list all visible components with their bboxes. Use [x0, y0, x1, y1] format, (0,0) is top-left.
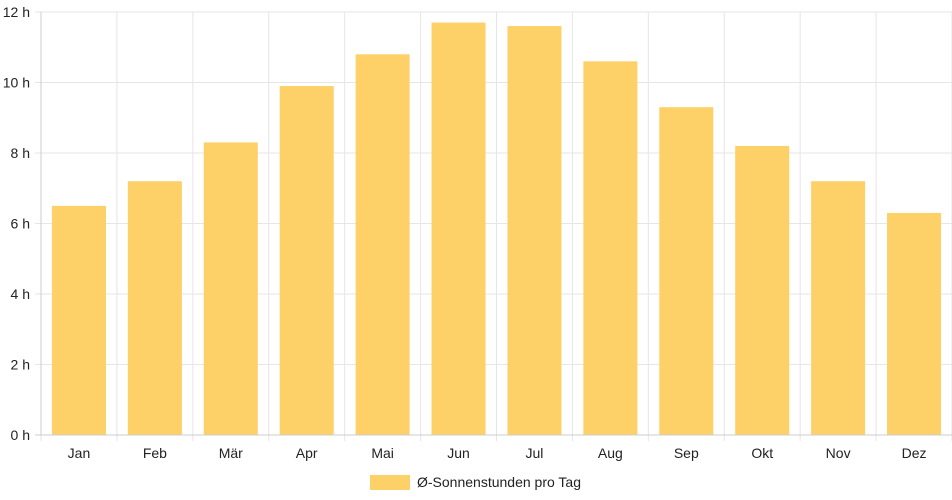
x-tick-label: Jun — [447, 445, 470, 461]
x-tick-label: Jul — [526, 445, 544, 461]
grid-lines — [35, 11, 952, 441]
bar-apr[interactable] — [279, 86, 334, 436]
x-tick-label: Jan — [68, 445, 91, 461]
bar-jul[interactable] — [507, 26, 562, 435]
x-tick-label: Aug — [598, 445, 623, 461]
legend-label[interactable]: Ø-Sonnenstunden pro Tag — [417, 474, 581, 490]
y-axis-tick-labels: 0 h 2 h 4 h 6 h 8 h 10 h 12 h — [3, 4, 30, 443]
y-tick-label: 0 h — [11, 427, 30, 443]
bar-mär[interactable] — [203, 142, 258, 436]
bar-sep[interactable] — [659, 107, 714, 436]
bar-jan[interactable] — [51, 205, 106, 435]
y-tick-label: 4 h — [11, 286, 30, 302]
bar-aug[interactable] — [583, 61, 638, 435]
x-tick-label: Mai — [371, 445, 394, 461]
x-tick-label: Feb — [143, 445, 167, 461]
y-tick-label: 10 h — [3, 75, 30, 91]
axes — [35, 12, 952, 436]
bars — [51, 22, 942, 436]
x-tick-label: Mär — [219, 445, 243, 461]
bar-nov[interactable] — [811, 181, 866, 435]
legend[interactable]: Ø-Sonnenstunden pro Tag — [370, 474, 581, 490]
y-tick-label: 6 h — [11, 216, 30, 232]
legend-swatch[interactable] — [370, 475, 410, 490]
bar-mai[interactable] — [355, 54, 410, 436]
bar-jun[interactable] — [431, 22, 486, 435]
bar-feb[interactable] — [127, 181, 182, 435]
y-tick-label: 2 h — [11, 357, 30, 373]
x-tick-label: Sep — [674, 445, 699, 461]
x-tick-label: Okt — [751, 445, 773, 461]
x-tick-label: Dez — [902, 445, 927, 461]
x-tick-label: Apr — [296, 445, 318, 461]
x-axis-tick-labels: Jan Feb Mär Apr Mai Jun Jul Aug Sep Okt Nov Dez — [68, 445, 927, 461]
bar-dez[interactable] — [887, 212, 942, 435]
x-tick-label: Nov — [826, 445, 851, 461]
y-tick-label: 8 h — [11, 145, 30, 161]
y-tick-label: 12 h — [3, 4, 30, 20]
bar-okt[interactable] — [735, 145, 790, 435]
